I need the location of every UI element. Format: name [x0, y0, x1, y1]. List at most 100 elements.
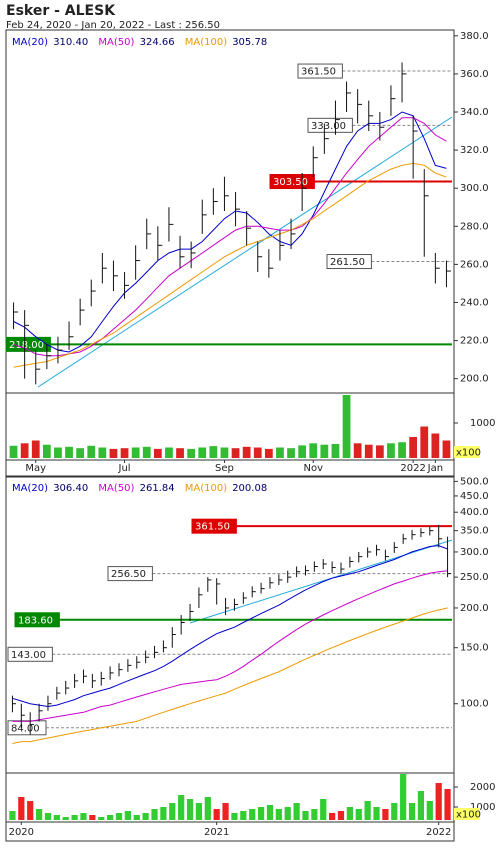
ma-line	[13, 117, 447, 357]
ma-line	[12, 570, 448, 722]
volume-bar	[311, 809, 318, 820]
volume-bar	[431, 433, 440, 458]
volume-bar	[176, 448, 184, 458]
legend-name: MA(100)	[185, 483, 227, 494]
volume-bar	[195, 803, 203, 820]
volume-bar	[276, 447, 284, 458]
y-tick-label: 100.0	[460, 699, 489, 710]
volume-bar	[133, 815, 140, 820]
trend-line	[37, 116, 453, 388]
volume-bar	[417, 791, 425, 820]
legend-name: MA(20)	[12, 37, 48, 48]
volume-bar	[387, 443, 395, 458]
volume-bar	[442, 440, 451, 458]
volume-bar	[109, 448, 118, 458]
level-label: 218.00	[9, 340, 44, 351]
volume-bar	[309, 443, 318, 458]
volume-bar	[222, 803, 229, 820]
legend-name: MA(50)	[98, 483, 134, 494]
volume-bar	[231, 448, 240, 458]
volume-bar	[249, 809, 256, 820]
level-label-box	[107, 566, 153, 582]
volume-bar	[240, 811, 247, 820]
x-tick-label: Nov	[303, 463, 323, 474]
ma-line	[12, 607, 448, 744]
volume-bar	[331, 444, 340, 458]
volume-bar	[98, 817, 105, 820]
volume-bar	[373, 807, 380, 820]
volume-bar	[337, 811, 345, 820]
level-label: 361.50	[301, 67, 336, 78]
legend-value: 261.84	[140, 483, 175, 494]
title: Esker - ALESK	[6, 3, 116, 19]
level-label-box	[326, 254, 372, 270]
volume-bar	[131, 447, 140, 458]
volume-bar	[169, 803, 176, 820]
y-tick-label: 250.0	[460, 572, 489, 583]
x-tick-label: 2020	[9, 827, 34, 838]
volume-bar	[27, 801, 34, 820]
x-tick-label: Sep	[215, 463, 234, 474]
y-tick-label: 260.0	[460, 259, 489, 270]
x-tick-label: Jan	[427, 463, 443, 474]
legend-value: 310.40	[53, 37, 88, 48]
volume-bar	[426, 801, 433, 820]
volume-bar	[187, 448, 196, 458]
y-tick-label: 300.0	[460, 547, 489, 558]
volume-bar	[329, 813, 336, 820]
level-label-box	[7, 720, 47, 736]
x-tick-label: 2022	[426, 827, 451, 838]
level-label-box	[269, 174, 315, 190]
ma-line	[13, 162, 447, 368]
volume-bar	[275, 809, 282, 820]
volume-bar	[353, 443, 362, 458]
volume-bar	[165, 447, 173, 458]
x-tick-label: 2022	[400, 463, 425, 474]
y-tick-label: 500.0	[460, 476, 489, 487]
level-label: 361.50	[195, 522, 230, 533]
volume-bar	[444, 789, 451, 820]
volume-unit-box	[454, 808, 480, 820]
volume-bar	[320, 444, 329, 458]
volume-bar	[320, 799, 327, 820]
level-label: 143.00	[11, 650, 46, 661]
volume-bar	[9, 811, 16, 820]
volume-bar	[298, 445, 307, 458]
volume-bar	[264, 448, 273, 458]
volume-bar	[124, 811, 131, 820]
level-label: 261.50	[330, 257, 365, 268]
level-label-box	[297, 63, 343, 79]
subtitle: Feb 24, 2020 - Jan 20, 2022 - Last : 256…	[6, 20, 220, 31]
y-tick-label: 220.0	[460, 336, 489, 347]
volume-unit-box	[454, 446, 480, 458]
volume-bar	[398, 442, 406, 458]
legend-name: MA(50)	[98, 37, 134, 48]
level-label: 84.00	[11, 723, 40, 734]
volume-bar	[355, 809, 362, 820]
volume-bar	[364, 801, 371, 820]
legend-value: 200.08	[232, 483, 267, 494]
volume-bar	[35, 809, 43, 820]
volume-bar	[253, 447, 262, 458]
volume-bar	[375, 445, 384, 458]
legend-name: MA(100)	[185, 37, 227, 48]
legend-value: 324.66	[140, 37, 175, 48]
volume-bar	[87, 445, 96, 458]
volume-bar	[293, 803, 300, 820]
volume-bar	[408, 803, 416, 820]
volume-bar	[31, 440, 40, 458]
volume-bar	[71, 815, 78, 820]
y-tick-label: 400.0	[460, 507, 489, 518]
legend-value: 306.40	[53, 483, 88, 494]
y-tick-label: 380.0	[460, 31, 489, 42]
y-tick-label: 320.0	[460, 145, 489, 156]
volume-bar	[98, 447, 107, 458]
y-tick-label: 1000	[470, 802, 495, 813]
volume-bar	[342, 395, 351, 458]
volume-bar	[204, 797, 211, 820]
volume-bar	[89, 815, 96, 820]
volume-bar	[153, 448, 162, 458]
y-tick-label: 360.0	[460, 69, 489, 80]
y-tick-label: 350.0	[460, 526, 489, 537]
y-tick-label: 200.0	[460, 374, 489, 385]
